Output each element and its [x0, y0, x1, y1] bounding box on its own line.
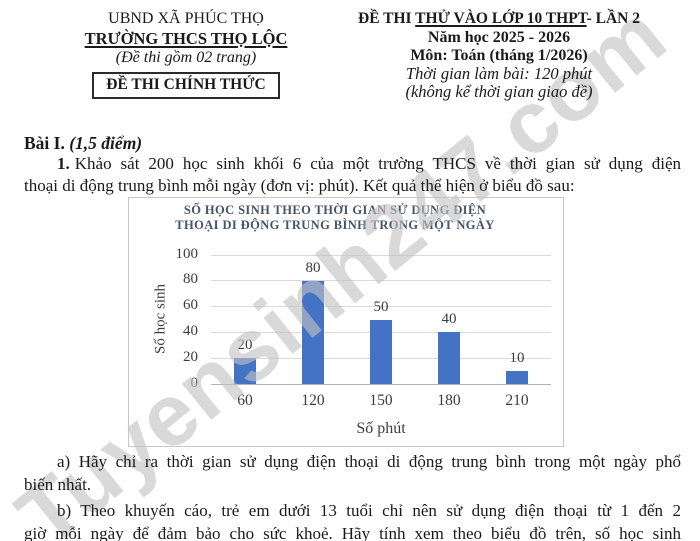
issuing-authority: UBND XÃ PHÚC THỌ [108, 10, 264, 27]
school-name: TRƯỜNG THCS THỌ LỘC [84, 29, 288, 48]
bar-value-label: 80 [305, 259, 321, 276]
y-tick-label: 0 [190, 374, 199, 391]
plot-area: 20 60 80 120 50 150 40 180 10 210 [211, 254, 551, 409]
exam-title-post: - LẦN 2 [586, 10, 640, 27]
question-1-line-1: 1. Khảo sát 200 học sinh khối 6 của một t… [24, 153, 681, 175]
y-tick-label: 80 [183, 271, 198, 288]
exam-title-underlined: THỬ VÀO LỚP 10 THPT [415, 10, 587, 27]
x-axis-title: Số phút [356, 420, 406, 437]
duration-note: (không kể thời gian giao đề) [405, 82, 593, 101]
y-axis-title: Số học sinh [152, 283, 169, 355]
y-tick-label: 60 [183, 297, 198, 314]
y-tick-label: 40 [183, 322, 198, 339]
x-tick-label: 210 [505, 392, 529, 409]
school-year: Năm học 2025 - 2026 [427, 29, 571, 46]
duration-line: Thời gian làm bài: 120 phút [405, 64, 593, 83]
chart-title: SỐ HỌC SINH THEO THỜI GIAN SỬ DỤNG ĐIỆN … [129, 203, 563, 232]
chart-title-line-1: SỐ HỌC SINH THEO THỜI GIAN SỬ DỤNG ĐIỆN [183, 203, 487, 217]
subject-line: Môn: Toán (tháng 1/2026) [410, 47, 588, 64]
question-1-intro: 1. Khảo sát 200 học sinh khối 6 của một t… [24, 153, 681, 197]
header-left: UBND XÃ PHÚC THỌ TRƯỜNG THCS THỌ LỘC (Đề… [56, 9, 316, 99]
gridline [211, 306, 551, 308]
exam-title-pre: ĐỀ THI [358, 10, 416, 27]
bar-value-label: 40 [441, 311, 457, 328]
header-right: ĐỀ THI THỬ VÀO LỚP 10 THPT- LẦN 2 Năm họ… [318, 9, 680, 101]
bar-value-label: 10 [509, 350, 525, 367]
bar-value-label: 50 [373, 298, 389, 315]
gridline [211, 280, 551, 282]
exam-title: ĐỀ THI THỬ VÀO LỚP 10 THPT- LẦN 2 [318, 9, 680, 28]
question-a-line-1: a) Hãy chỉ ra thời gian sử dụng điện tho… [57, 452, 681, 471]
chart-title-line-2: THOẠI DI ĐỘNG TRUNG BÌNH TRONG MỘT NGÀY [175, 217, 495, 232]
page-count-note: (Đề thi gồm 02 trang) [115, 49, 257, 66]
y-tick-label: 100 [175, 245, 199, 262]
x-tick-label: 60 [237, 392, 253, 409]
bar [234, 358, 256, 384]
x-tick-label: 180 [437, 392, 461, 409]
question-a-line-2: biến nhất. [24, 475, 92, 494]
x-tick-label: 150 [369, 392, 393, 409]
y-tick-label: 20 [183, 348, 198, 365]
x-tick-label: 120 [301, 392, 325, 409]
bar-chart: SỐ HỌC SINH THEO THỜI GIAN SỬ DỤNG ĐIỆN … [128, 197, 564, 447]
section-points: (1,5 điểm) [69, 133, 143, 153]
question-b-line-2: giờ mỗi ngày để đảm bảo cho sức khoẻ. Hã… [24, 524, 681, 541]
bar [506, 371, 528, 384]
question-1-text-1: Khảo sát 200 học sinh khối 6 của một trư… [74, 154, 681, 173]
question-1-number: 1. [57, 154, 70, 173]
question-b-line-1: b) Theo khuyến cáo, trẻ em dưới 13 tuổi … [57, 501, 681, 520]
gridline [211, 254, 551, 256]
bar [302, 280, 324, 384]
bar-value-label: 20 [237, 337, 253, 354]
section-heading: Bài I. (1,5 điểm) [24, 132, 142, 154]
question-b: b) Theo khuyến cáo, trẻ em dưới 13 tuổi … [24, 499, 681, 541]
gridline [211, 383, 551, 385]
question-a: a) Hãy chỉ ra thời gian sử dụng điện tho… [24, 450, 681, 496]
bar [438, 332, 460, 384]
question-1-line-2: thoại di động trung bình mỗi ngày (đơn v… [24, 176, 575, 195]
section-label: Bài I. [24, 133, 70, 153]
bar [370, 319, 392, 384]
official-exam-stamp: ĐỀ THI CHÍNH THỨC [92, 72, 280, 99]
